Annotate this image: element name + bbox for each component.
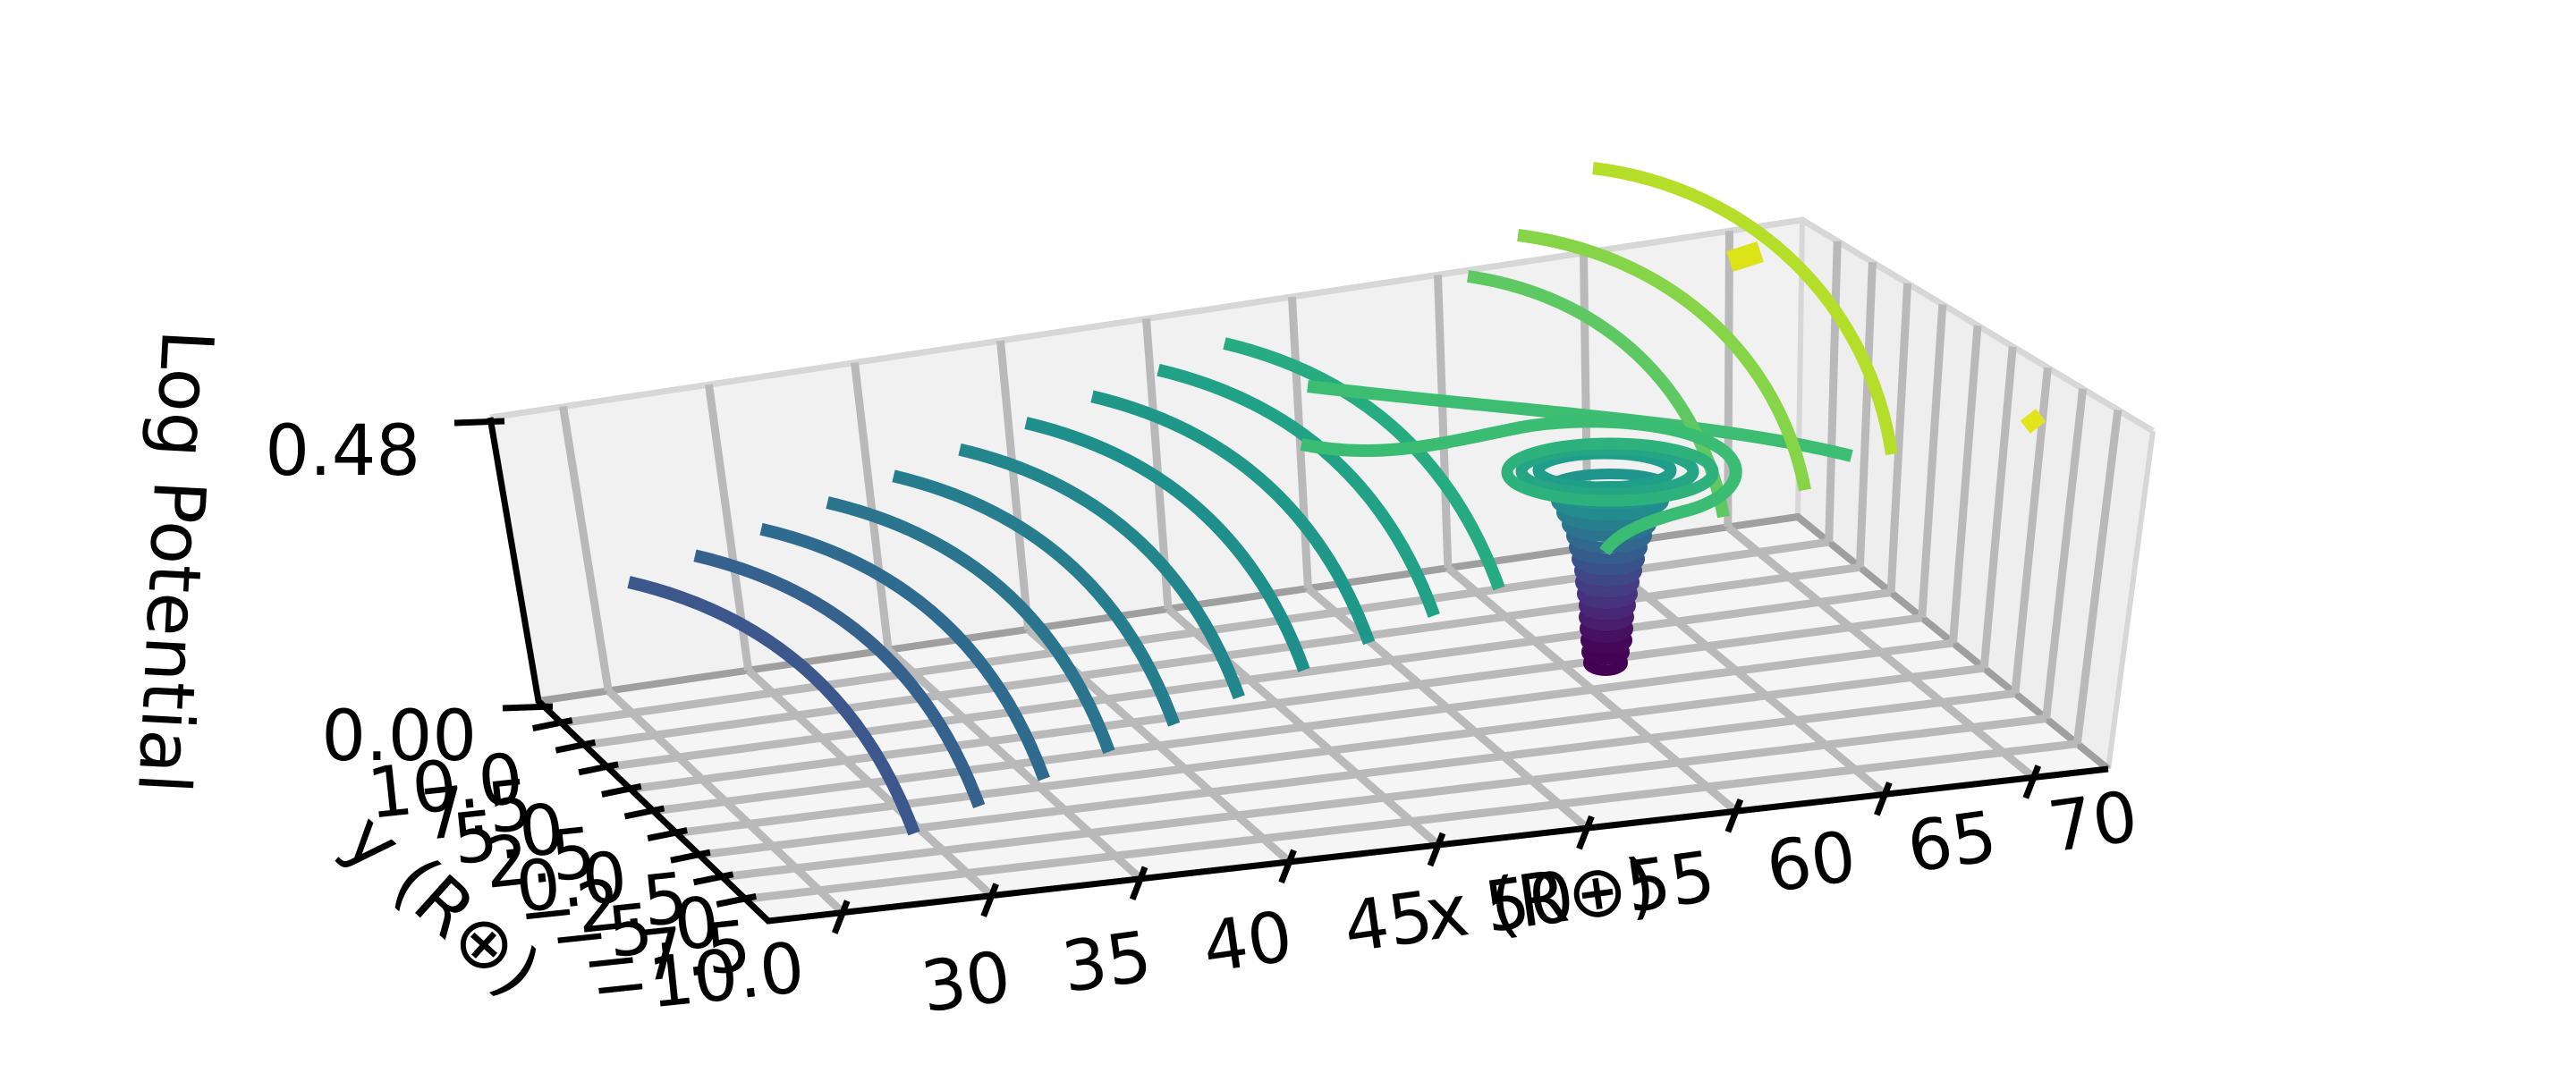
y-tick — [716, 892, 758, 908]
contour-arc-left — [892, 469, 1181, 727]
y-tick — [692, 871, 734, 886]
x-tick-label: 65 — [1902, 797, 2002, 889]
wall-contour-dash — [2020, 409, 2046, 434]
x-tick-label: 35 — [1057, 917, 1157, 1009]
y-tick-label: 5.0 — [449, 790, 568, 881]
z-tick — [502, 703, 554, 712]
wall-grid-x — [1288, 296, 1312, 589]
wall-grid-x — [1724, 231, 1733, 528]
wall-grid-y — [1886, 283, 1912, 593]
pane-right-edge — [2106, 430, 2156, 770]
y-tick — [531, 717, 573, 732]
y-tick-label: 0.0 — [513, 837, 631, 928]
wall-grid-y — [1825, 241, 1842, 543]
contour-arc-left — [693, 549, 986, 808]
x-tick-label: 55 — [1621, 837, 1720, 929]
contour-arc-left — [1090, 390, 1376, 646]
contour-arc-left — [958, 443, 1245, 700]
x-tick-label: 60 — [1762, 816, 1861, 908]
wall-grid-x — [851, 362, 893, 651]
wall-grid-y — [1979, 346, 2017, 669]
contour-lines — [627, 162, 1898, 836]
y-tick-label: −5.0 — [547, 883, 724, 980]
x-tick-label: 50 — [1480, 857, 1580, 949]
z-tick — [453, 418, 505, 427]
floor-grid-y — [722, 714, 2047, 882]
wall-grid-y — [2042, 388, 2088, 720]
funnel-ring — [1580, 626, 1632, 655]
x-tick — [1874, 782, 1893, 816]
tick-labels: 30 35 40 45 50 55 60 65 70 10.07.55.02.50.0−2.5−5… — [265, 411, 2142, 1030]
wall-grid-y — [1918, 304, 1947, 619]
y-tick — [623, 805, 665, 820]
wall-contour-dash — [1726, 241, 1764, 272]
x-tick — [1427, 832, 1446, 867]
z-tick-label: 0.48 — [265, 411, 420, 492]
y-tick — [601, 782, 642, 798]
contour-arc-left — [1024, 417, 1310, 672]
y-tick-label: −2.5 — [514, 858, 691, 956]
back-left-pane — [490, 220, 1802, 701]
x-tick — [1576, 815, 1595, 850]
y-tick-label: 10.0 — [364, 739, 527, 835]
x-tick-label: 70 — [2044, 777, 2143, 869]
x-tick — [980, 883, 999, 917]
contour-arc-left — [1157, 363, 1440, 618]
y-tick-label: −7.5 — [578, 906, 755, 1003]
contour-arc-left — [826, 496, 1115, 755]
wall-grid-x — [996, 340, 1033, 630]
x-tick-label: 30 — [917, 937, 1016, 1029]
floor-grid-y — [675, 663, 1985, 838]
back-right-pane — [1798, 220, 2153, 769]
x-tick — [1278, 849, 1297, 884]
wall-grid-y — [2072, 409, 2123, 745]
y-tick — [578, 761, 619, 776]
y-tick — [647, 827, 688, 842]
contour-arc-left — [759, 522, 1050, 782]
x-axis-label: x (R⊕) — [1420, 842, 1660, 957]
y-tick — [670, 849, 711, 864]
spiral-outer-arm — [1300, 415, 1742, 556]
x-tick — [1724, 798, 1744, 833]
wall-grid-x — [559, 406, 613, 692]
spiral-ring — [1501, 437, 1719, 507]
contour-arc-right — [1592, 162, 1898, 456]
contour-arc-left — [627, 576, 920, 836]
floor-grid-y — [630, 613, 1923, 793]
floor-grid-y — [744, 739, 2078, 903]
floor-grid-y — [606, 588, 1892, 772]
y-tick-label: 7.5 — [418, 765, 537, 857]
x-tick — [1129, 866, 1148, 901]
axis-ticks — [453, 418, 2042, 934]
y-tick — [555, 739, 597, 754]
x-tick-label: 40 — [1199, 897, 1298, 989]
floor-grid-y — [652, 638, 1954, 815]
x-tick — [2022, 765, 2042, 799]
x-tick-label: 45 — [1339, 876, 1438, 968]
contour-arc-left — [1223, 337, 1505, 591]
contour-arc-right — [1517, 229, 1811, 492]
wall-contour-dashes — [1726, 241, 2046, 434]
wall-grid-y — [1855, 262, 1877, 568]
z-tick-label: 0.00 — [321, 697, 477, 777]
wall-grid-x — [1434, 275, 1453, 569]
z-axis-label: Log Potential — [122, 328, 229, 796]
wall-grid-y — [1949, 325, 1982, 644]
y-tick-label: 2.5 — [480, 813, 599, 904]
x-tick — [831, 900, 851, 934]
